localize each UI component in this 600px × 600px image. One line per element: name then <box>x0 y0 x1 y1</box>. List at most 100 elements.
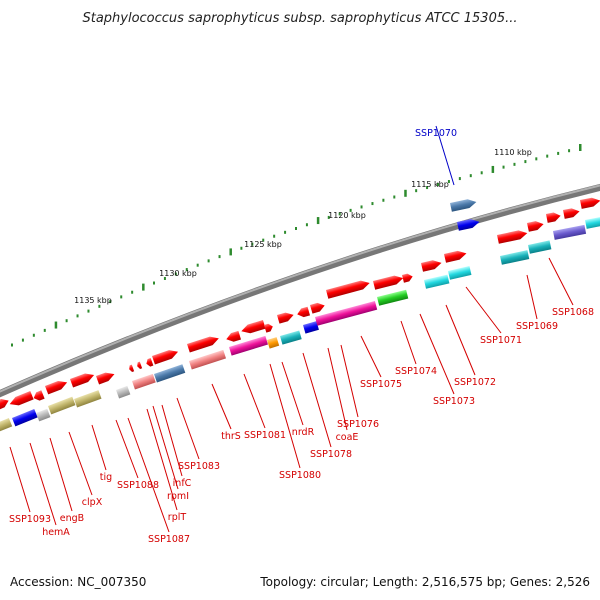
gene-arrow[interactable] <box>546 211 561 223</box>
gene-arrow[interactable] <box>32 390 45 402</box>
gene-arrow[interactable] <box>264 323 274 333</box>
gene-label-ssp1071[interactable]: SSP1071 <box>480 335 522 346</box>
gene-label-ssp1078[interactable]: SSP1078 <box>310 449 352 460</box>
gene-label-ssp1073[interactable]: SSP1073 <box>433 396 475 407</box>
gene-arrow[interactable] <box>373 274 404 290</box>
gene-block[interactable] <box>48 396 76 415</box>
gene-block[interactable] <box>116 385 131 399</box>
gene-block[interactable] <box>585 216 600 229</box>
gene-arrow[interactable] <box>240 319 266 336</box>
gene-label-ssp1070[interactable]: SSP1070 <box>415 128 457 139</box>
gene-label-ssp1080[interactable]: SSP1080 <box>279 470 321 481</box>
gene-label-ssp1068[interactable]: SSP1068 <box>552 307 594 318</box>
gene-label-thrs[interactable]: thrS <box>221 431 241 442</box>
gene-arrow[interactable] <box>136 361 143 370</box>
minor-tick <box>21 338 24 342</box>
minor-tick <box>360 205 363 209</box>
gene-arrow[interactable] <box>580 196 600 209</box>
gene-arrow[interactable] <box>128 364 135 373</box>
minor-tick <box>120 295 123 299</box>
gene-label-clpx[interactable]: clpX <box>82 497 103 508</box>
gene-label-ssp1083[interactable]: SSP1083 <box>178 461 220 472</box>
minor-tick <box>426 186 429 190</box>
gene-block[interactable] <box>189 349 227 370</box>
gene-block[interactable] <box>315 300 378 326</box>
gene-label-ssp1088[interactable]: SSP1088 <box>117 480 159 491</box>
gene-label-infc[interactable]: infC <box>173 478 192 489</box>
gene-arrow[interactable] <box>421 259 443 272</box>
gene-label-rplt[interactable]: rplT <box>168 512 187 523</box>
gene-arrow[interactable] <box>145 357 154 368</box>
gene-block[interactable] <box>154 364 186 383</box>
minor-tick <box>502 165 505 169</box>
minor-tick <box>568 149 571 153</box>
minor-tick <box>87 309 90 313</box>
minor-tick <box>513 162 516 166</box>
gene-block[interactable] <box>280 330 302 345</box>
gene-label-hema[interactable]: hemA <box>42 527 70 538</box>
gene-block[interactable] <box>377 289 409 306</box>
gene-label-nrdr[interactable]: nrdR <box>292 427 315 438</box>
gene-label-leader <box>340 344 359 418</box>
gene-block[interactable] <box>12 409 38 427</box>
gene-block[interactable] <box>132 373 156 390</box>
gene-block[interactable] <box>74 390 102 408</box>
major-tick <box>316 217 320 225</box>
gene-arrow[interactable] <box>497 229 528 244</box>
gene-block[interactable] <box>303 321 319 334</box>
gene-block[interactable] <box>448 266 472 280</box>
gene-label-leader <box>327 347 348 431</box>
gene-arrow[interactable] <box>326 279 371 299</box>
minor-tick <box>284 230 287 234</box>
gene-label-ssp1069[interactable]: SSP1069 <box>516 321 558 332</box>
gene-block[interactable] <box>267 337 280 349</box>
gene-label-ssp1081[interactable]: SSP1081 <box>244 430 286 441</box>
gene-arrow[interactable] <box>96 370 116 385</box>
gene-arrow[interactable] <box>225 330 242 344</box>
gene-label-leader <box>29 442 57 526</box>
minor-tick <box>273 234 276 238</box>
gene-arrow[interactable] <box>457 217 480 231</box>
gene-arrow[interactable] <box>8 391 34 408</box>
minor-tick <box>469 174 472 178</box>
gene-arrow[interactable] <box>277 311 295 324</box>
gene-arrow[interactable] <box>527 220 545 232</box>
gene-block[interactable] <box>500 250 530 265</box>
gene-block[interactable] <box>553 224 587 240</box>
gene-label-leader <box>435 125 455 186</box>
gene-label-ssp1074[interactable]: SSP1074 <box>395 366 437 377</box>
gene-arrow[interactable] <box>444 249 467 263</box>
gene-label-ssp1072[interactable]: SSP1072 <box>454 377 496 388</box>
gene-label-leader <box>211 383 232 430</box>
gene-label-rpmi[interactable]: rpmI <box>167 491 189 502</box>
minor-tick <box>535 157 538 161</box>
gene-arrow[interactable] <box>152 348 180 365</box>
gene-label-engb[interactable]: engB <box>60 513 84 524</box>
gene-arrow[interactable] <box>450 198 477 212</box>
gene-label-tig[interactable]: tig <box>100 472 112 483</box>
gene-label-leader <box>302 352 332 448</box>
gene-arrow[interactable] <box>187 334 220 353</box>
gene-arrow[interactable] <box>563 207 580 219</box>
gene-arrow[interactable] <box>45 378 69 395</box>
gene-arrow[interactable] <box>310 301 326 314</box>
gene-arrow[interactable] <box>70 371 96 388</box>
gene-arrow[interactable] <box>296 306 311 319</box>
gene-label-leader <box>115 419 139 479</box>
gene-label-leader <box>127 417 170 533</box>
gene-block[interactable] <box>229 335 268 356</box>
gene-arrow[interactable] <box>0 397 10 411</box>
gene-arrow[interactable] <box>402 273 414 283</box>
gene-label-ssp1075[interactable]: SSP1075 <box>360 379 402 390</box>
gene-label-ssp1087[interactable]: SSP1087 <box>148 534 190 545</box>
gene-block[interactable] <box>528 240 552 254</box>
gene-block[interactable] <box>424 274 450 289</box>
gene-label-ssp1093[interactable]: SSP1093 <box>9 514 51 525</box>
minor-tick <box>393 195 396 199</box>
gene-block[interactable] <box>36 408 51 422</box>
gene-label-coae[interactable]: coaE <box>336 432 359 443</box>
gene-label-ssp1076[interactable]: SSP1076 <box>337 419 379 430</box>
map-title: Staphylococcus saprophyticus subsp. sapr… <box>82 11 517 26</box>
gene-block[interactable] <box>0 418 13 433</box>
